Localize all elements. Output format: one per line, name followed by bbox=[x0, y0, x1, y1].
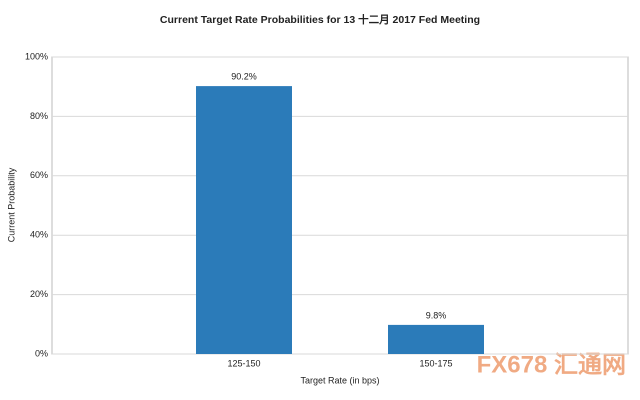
bar bbox=[196, 86, 292, 354]
y-tick-label: 60% bbox=[30, 170, 48, 180]
y-tick-label: 0% bbox=[35, 348, 48, 358]
chart-title: Current Target Rate Probabilities for 13… bbox=[160, 13, 480, 26]
bar bbox=[388, 324, 484, 354]
watermark: FX678 汇通网 bbox=[477, 351, 626, 378]
x-axis-label: Target Rate (in bps) bbox=[300, 375, 379, 385]
x-tick-label: 125-150 bbox=[227, 358, 260, 368]
value-label: 9.8% bbox=[426, 310, 447, 320]
y-tick-label: 100% bbox=[25, 51, 48, 61]
y-tick-label: 20% bbox=[30, 289, 48, 299]
value-label: 90.2% bbox=[231, 71, 257, 81]
y-tick-label: 80% bbox=[30, 111, 48, 121]
y-axis-label: Current Probability bbox=[6, 167, 16, 242]
x-tick-label: 150-175 bbox=[419, 358, 452, 368]
y-tick-label: 40% bbox=[30, 230, 48, 240]
